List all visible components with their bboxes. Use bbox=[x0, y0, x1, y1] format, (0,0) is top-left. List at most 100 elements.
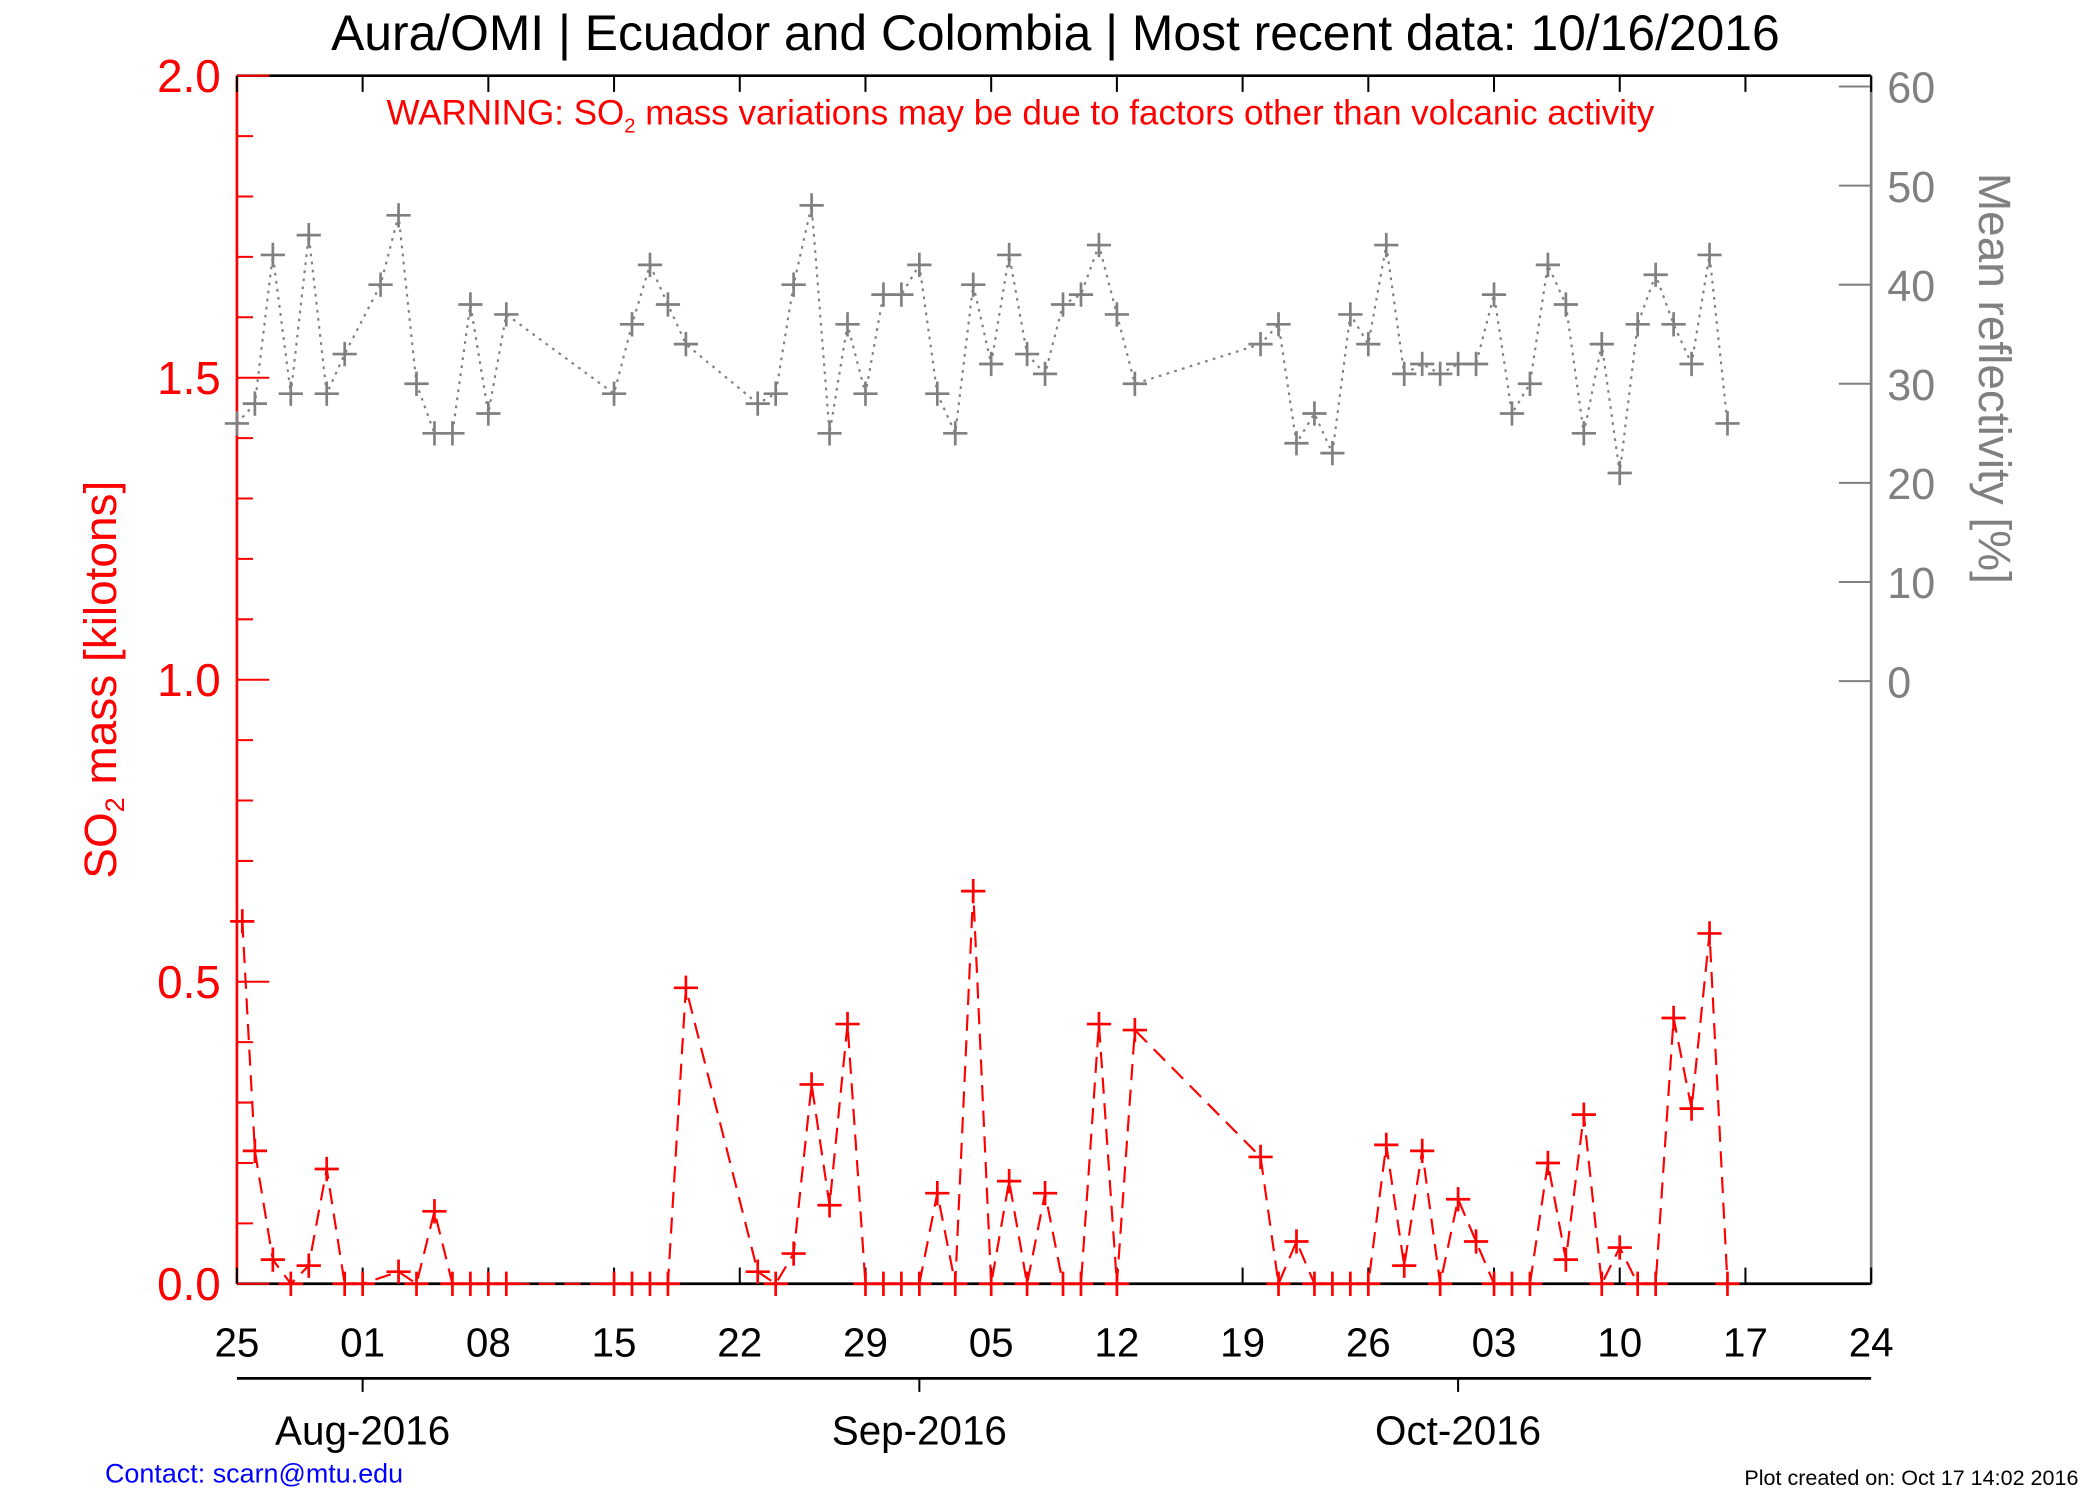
so2-point bbox=[1068, 1271, 1094, 1296]
so2-point bbox=[907, 1271, 932, 1296]
reflectivity-point bbox=[655, 292, 681, 317]
left-tick-label: 0.0 bbox=[157, 1258, 221, 1310]
reflectivity-point bbox=[1499, 401, 1525, 426]
so2-point bbox=[1428, 1271, 1453, 1296]
right-tick-label: 50 bbox=[1887, 164, 1935, 212]
so2-point bbox=[260, 1247, 285, 1272]
reflectivity-point bbox=[1517, 371, 1543, 396]
reflectivity-point bbox=[1625, 312, 1650, 337]
reflectivity-point bbox=[1571, 421, 1596, 446]
reflectivity-point bbox=[1392, 361, 1417, 387]
reflectivity-point bbox=[1068, 282, 1094, 307]
x-tick-label: 05 bbox=[969, 1320, 1014, 1366]
reflectivity-point bbox=[961, 272, 986, 297]
reflectivity-point bbox=[1607, 460, 1632, 486]
so2-point bbox=[1517, 1271, 1543, 1296]
contact-link[interactable]: Contact: scarn@mtu.edu bbox=[105, 1458, 403, 1488]
month-label: Aug-2016 bbox=[275, 1408, 450, 1454]
plot-created-text: Plot created on: Oct 17 14:02 2016 bbox=[1744, 1465, 2078, 1490]
x-tick-label: 08 bbox=[466, 1320, 511, 1366]
so2-point bbox=[242, 1138, 267, 1164]
x-tick-label: 01 bbox=[340, 1320, 385, 1366]
so2-point bbox=[943, 1271, 968, 1296]
reflectivity-point bbox=[458, 292, 483, 317]
so2-point bbox=[1679, 1096, 1704, 1121]
so2-point bbox=[1535, 1150, 1561, 1176]
so2-point bbox=[1122, 1017, 1147, 1043]
x-tick-label: 17 bbox=[1723, 1320, 1768, 1366]
reflectivity-point bbox=[1481, 282, 1507, 307]
so2-point bbox=[1553, 1247, 1578, 1272]
so2-point bbox=[230, 909, 255, 934]
so2-point bbox=[1589, 1271, 1614, 1296]
x-tick-label: 26 bbox=[1346, 1320, 1391, 1366]
data-marks bbox=[224, 193, 1740, 1296]
x-tick-label: 19 bbox=[1220, 1320, 1265, 1366]
so2-point bbox=[655, 1271, 681, 1296]
so2-point bbox=[278, 1271, 303, 1296]
so2-point bbox=[763, 1271, 788, 1296]
so2-point bbox=[1356, 1271, 1381, 1296]
right-tick-label: 10 bbox=[1887, 560, 1935, 608]
x-tick-label: 12 bbox=[1094, 1320, 1139, 1366]
reflectivity-point bbox=[925, 381, 950, 406]
reflectivity-point bbox=[1248, 331, 1273, 357]
reflectivity-point bbox=[1104, 302, 1130, 327]
reflectivity-point bbox=[1284, 431, 1309, 456]
reflectivity-point bbox=[476, 401, 501, 426]
so2-point bbox=[925, 1181, 950, 1206]
so2-point bbox=[494, 1271, 519, 1296]
reflectivity-point bbox=[1122, 371, 1147, 396]
reflectivity-point bbox=[619, 312, 645, 337]
reflectivity-point bbox=[673, 331, 699, 357]
reflectivity-point bbox=[637, 252, 663, 278]
so2-point bbox=[1445, 1187, 1471, 1212]
reflectivity-point bbox=[1374, 232, 1399, 258]
so2-point bbox=[835, 1011, 860, 1037]
so2-point bbox=[296, 1253, 321, 1278]
reflectivity-point bbox=[781, 272, 806, 297]
right-tick-label: 0 bbox=[1887, 659, 1911, 707]
axes: 0.0 0.5 1.0 1.5 2.0 0 10 20 30 40 50 60 25 01 08 15 22 29… bbox=[157, 50, 1935, 1454]
reflectivity-point bbox=[1553, 292, 1578, 317]
reflectivity-point bbox=[368, 272, 393, 297]
so2-point bbox=[1086, 1011, 1112, 1037]
so2-point bbox=[781, 1241, 806, 1266]
x-tick-label: 25 bbox=[214, 1320, 259, 1366]
warning-text: WARNING: SO2 mass variations may be due … bbox=[387, 93, 1655, 137]
left-axis-label: SO2 mass [kilotons] bbox=[74, 481, 130, 879]
reflectivity-point bbox=[835, 312, 860, 337]
reflectivity-line bbox=[236, 205, 1729, 474]
so2-point bbox=[386, 1259, 411, 1284]
reflectivity-point bbox=[1643, 262, 1668, 287]
reflectivity-point bbox=[1302, 401, 1327, 426]
x-tick-label: 15 bbox=[592, 1320, 637, 1366]
right-tick-label: 20 bbox=[1887, 461, 1935, 509]
reflectivity-point bbox=[763, 381, 788, 406]
reflectivity-point bbox=[799, 193, 824, 218]
reflectivity-point bbox=[1320, 440, 1345, 466]
reflectivity-point bbox=[1032, 361, 1058, 387]
reflectivity-point bbox=[404, 371, 429, 396]
reflectivity-point bbox=[907, 252, 932, 278]
reflectivity-point bbox=[943, 421, 968, 446]
left-tick-label: 2.0 bbox=[157, 50, 221, 102]
so2-point bbox=[350, 1271, 375, 1296]
reflectivity-point bbox=[889, 282, 914, 307]
so2-point bbox=[1374, 1132, 1399, 1158]
reflectivity-point bbox=[242, 391, 267, 416]
reflectivity-point bbox=[1014, 341, 1040, 367]
reflectivity-point bbox=[1338, 302, 1363, 327]
chart-title: Aura/OMI | Ecuador and Colombia | Most r… bbox=[331, 5, 1780, 61]
so2-point bbox=[1463, 1229, 1489, 1254]
right-tick-label: 40 bbox=[1887, 263, 1935, 311]
so2-point bbox=[1571, 1102, 1596, 1127]
x-tick-label: 29 bbox=[843, 1320, 888, 1366]
so2-point bbox=[799, 1072, 824, 1097]
so2-point bbox=[1014, 1271, 1040, 1296]
so2-point bbox=[1410, 1138, 1435, 1164]
so2-point bbox=[997, 1168, 1022, 1194]
reflectivity-point bbox=[1679, 351, 1704, 377]
reflectivity-point bbox=[997, 242, 1022, 268]
so2-line bbox=[241, 891, 1729, 1288]
